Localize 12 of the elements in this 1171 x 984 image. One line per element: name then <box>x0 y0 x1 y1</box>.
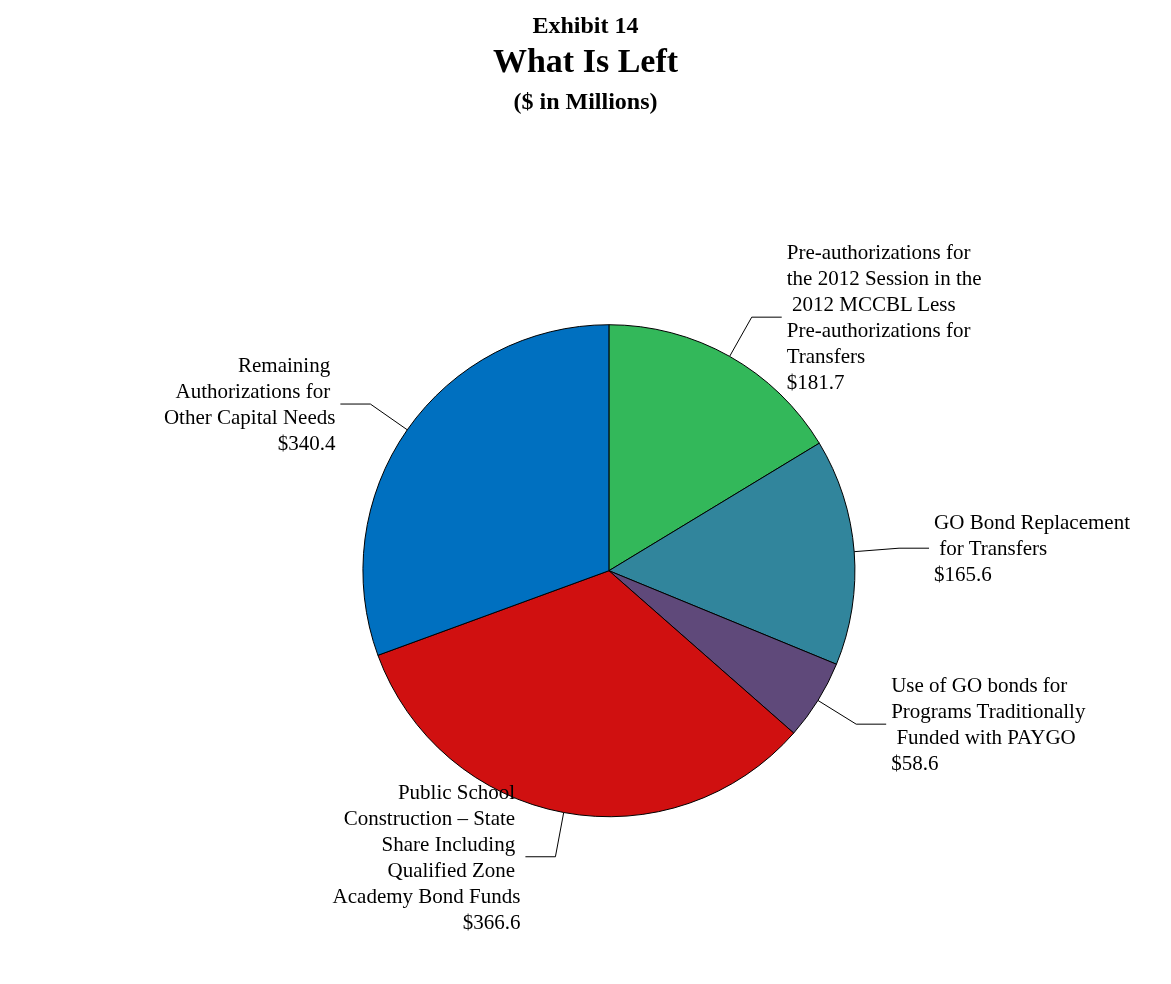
slice-label: Pre-authorizations for the 2012 Session in the 2012 MCCBL Less Pre-authorizations for Transfers <box>786 240 982 369</box>
slice-label: Remaining Authorizations for Other Capital Needs <box>163 353 336 430</box>
data-label: $165.6 <box>934 562 992 587</box>
chart-subtitle: ($ in Millions) <box>513 88 658 114</box>
data-label: $58.6 <box>891 751 939 776</box>
data-label: $340.4 <box>277 431 336 456</box>
slice-label: Use of GO bonds for Programs Traditionally Funded with PAYGO <box>891 673 1086 750</box>
chart-title: What Is Left <box>492 41 679 79</box>
text: Exhibit 14 <box>532 12 639 38</box>
slice-label: GO Bond Replacement for Transfers <box>934 510 1131 561</box>
data-label: $366.6 <box>462 909 521 934</box>
data-label: $181.7 <box>786 370 845 395</box>
